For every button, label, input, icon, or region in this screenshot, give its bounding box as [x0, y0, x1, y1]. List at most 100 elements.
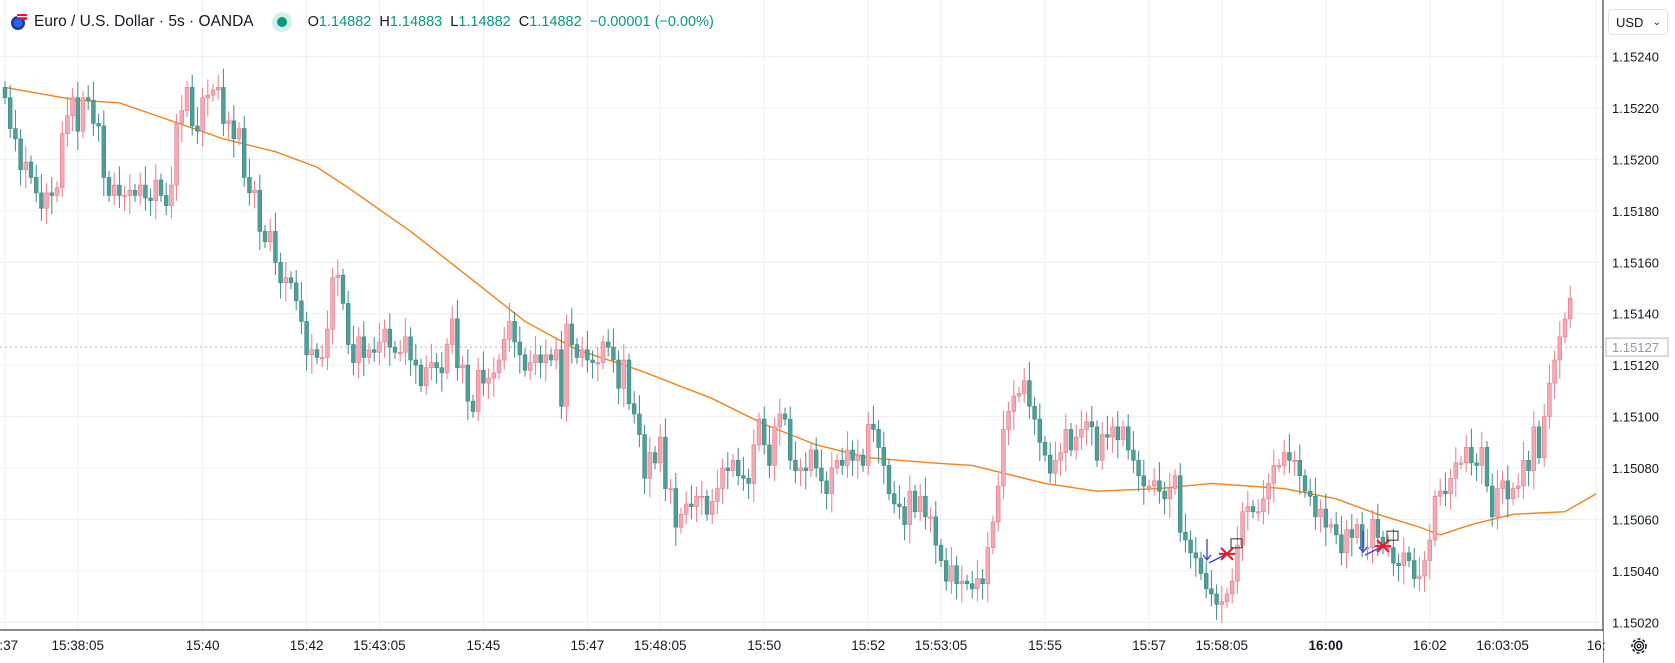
candle: [1396, 562, 1401, 567]
candle: [143, 184, 148, 199]
candle: [985, 547, 991, 585]
candle: [1464, 447, 1469, 464]
candle: [1391, 547, 1396, 564]
current-price-label: 1.15127: [1612, 340, 1659, 355]
candle: [839, 459, 845, 466]
candle: [434, 362, 439, 369]
candle: [1193, 552, 1199, 559]
candle: [273, 231, 278, 263]
candle: [964, 580, 970, 585]
candle: [1536, 426, 1542, 459]
candle: [1484, 447, 1490, 487]
candle: [803, 467, 809, 471]
candle: [938, 544, 944, 561]
candle: [75, 97, 81, 132]
chart-grid: [0, 0, 1603, 630]
candle: [1250, 506, 1256, 513]
candle: [148, 197, 153, 201]
candle: [486, 377, 491, 384]
candle: [216, 87, 221, 91]
candle: [881, 447, 887, 466]
candle: [356, 336, 361, 363]
candle: [709, 501, 715, 515]
price-tick-label: 1.15080: [1612, 461, 1659, 476]
currency-select[interactable]: USD ⌄: [1608, 9, 1668, 35]
symbol-title[interactable]: Euro / U.S. Dollar · 5s · OANDA: [34, 13, 254, 30]
price-axis[interactable]: 1.15240 1.15220 1.15200 1.15180 1.15160 1.151…: [1605, 50, 1669, 631]
candle: [1063, 429, 1069, 453]
candle: [761, 418, 767, 446]
market-status-icon[interactable]: [271, 12, 292, 32]
high-value: 1.14883: [389, 14, 443, 30]
candle: [1235, 544, 1240, 582]
candle: [1516, 485, 1521, 489]
time-tick-label: 15:58:05: [1196, 638, 1249, 653]
candle: [70, 97, 75, 117]
candle: [1505, 480, 1511, 500]
candle: [1302, 475, 1308, 492]
candle: [928, 516, 933, 519]
price-axis-background: [1604, 0, 1675, 663]
candle: [876, 429, 881, 448]
chevron-down-icon: ⌄: [1652, 16, 1661, 28]
candle: [1552, 359, 1557, 384]
candle: [652, 452, 658, 464]
candle: [1427, 539, 1433, 561]
candle: [475, 369, 481, 412]
signal-marker: [1358, 530, 1399, 556]
candle: [1323, 508, 1329, 528]
candle: [1292, 459, 1297, 463]
candle: [1297, 459, 1303, 477]
candle: [1016, 393, 1022, 397]
candle: [699, 495, 705, 499]
time-tick-label: 15:53:05: [915, 638, 968, 653]
marker-box-icon: [1386, 530, 1399, 541]
candle: [377, 341, 382, 353]
low-value: 1.14882: [458, 14, 511, 30]
candle: [600, 341, 606, 363]
candle: [18, 138, 23, 171]
candle: [860, 454, 866, 466]
candle: [392, 346, 398, 353]
candle: [23, 161, 28, 171]
candle: [1490, 485, 1495, 518]
candle: [720, 467, 725, 489]
candle: [1094, 426, 1100, 461]
candle: [1370, 519, 1375, 549]
candle: [1542, 416, 1547, 459]
candle: [1089, 421, 1095, 428]
candle: [897, 503, 902, 507]
candle: [1120, 426, 1126, 441]
candle: [975, 578, 980, 590]
candle: [990, 521, 996, 549]
candle: [772, 426, 777, 466]
candle: [252, 189, 257, 194]
candle: [1287, 452, 1292, 461]
candle: [39, 192, 44, 209]
candle: [1334, 524, 1339, 536]
candle: [917, 495, 923, 513]
candle: [470, 400, 476, 412]
candle: [543, 354, 549, 363]
candle: [886, 465, 892, 495]
candle: [1105, 434, 1110, 438]
time-tick-label: 16:03:05: [1476, 638, 1529, 653]
candle: [496, 359, 502, 374]
candle: [527, 362, 533, 371]
candle: [1375, 519, 1381, 538]
trend-line-icon: [1364, 546, 1382, 556]
signal-markers-layer: [1202, 530, 1399, 564]
candle: [1006, 411, 1011, 430]
gear-icon[interactable]: [1628, 635, 1650, 657]
candle: [33, 177, 39, 194]
time-tick-label: 15:57: [1132, 638, 1166, 653]
candle: [366, 349, 372, 358]
candle: [351, 344, 356, 363]
candle: [538, 354, 543, 363]
candle: [1458, 462, 1464, 465]
time-axis[interactable]: 5:37 15:38:05 15:40 15:42 15:43:05 15:45 15:47…: [0, 638, 1606, 653]
candle: [1178, 475, 1183, 533]
candle: [257, 189, 262, 232]
candle: [200, 97, 205, 132]
